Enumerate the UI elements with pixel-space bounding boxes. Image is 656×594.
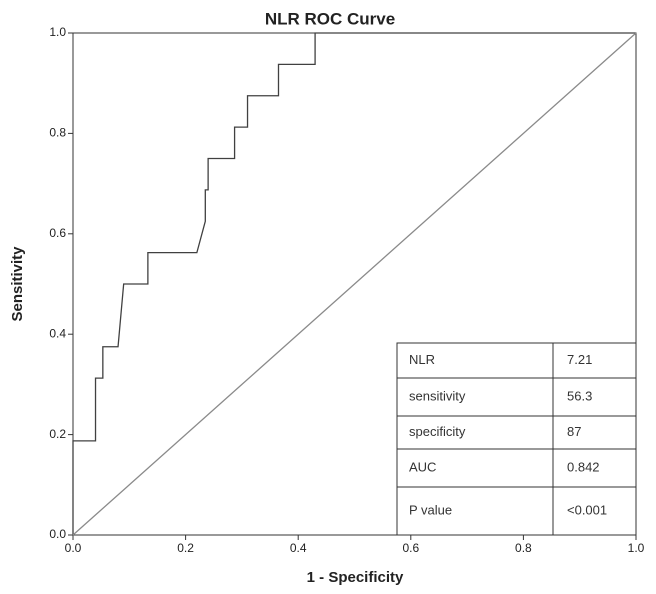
x-tick-label: 1.0 bbox=[628, 541, 645, 555]
table-cell: <0.001 bbox=[567, 502, 607, 517]
y-tick-label: 0.6 bbox=[49, 226, 66, 240]
table-frame bbox=[396, 342, 637, 536]
table-cell: specificity bbox=[409, 424, 466, 439]
y-axis-label: Sensitivity bbox=[9, 246, 26, 322]
y-tick-label: 0.0 bbox=[49, 527, 66, 541]
y-tick-label: 0.4 bbox=[49, 326, 66, 340]
x-tick-label: 0.4 bbox=[290, 541, 307, 555]
x-axis-label: 1 - Specificity bbox=[307, 569, 404, 586]
table-cell: 7.21 bbox=[567, 352, 592, 367]
y-tick-label: 0.8 bbox=[49, 126, 66, 140]
chart-title: NLR ROC Curve bbox=[265, 9, 395, 28]
table-cell: sensitivity bbox=[409, 388, 466, 403]
reference-line bbox=[72, 32, 637, 536]
table-cell: AUC bbox=[409, 459, 436, 474]
y-tick-label: 1.0 bbox=[49, 25, 66, 39]
x-tick-label: 0.2 bbox=[177, 541, 194, 555]
x-tick-label: 0.8 bbox=[515, 541, 532, 555]
table-cell: 87 bbox=[567, 424, 581, 439]
roc-curve bbox=[72, 32, 636, 535]
y-tick-label: 0.2 bbox=[49, 427, 66, 441]
table-cell: P value bbox=[409, 502, 452, 517]
x-tick-label: 0.0 bbox=[65, 541, 82, 555]
table-cell: 0.842 bbox=[567, 459, 600, 474]
table-cell: 56.3 bbox=[567, 388, 592, 403]
table-cell: NLR bbox=[409, 352, 435, 367]
x-tick-label: 0.6 bbox=[402, 541, 419, 555]
